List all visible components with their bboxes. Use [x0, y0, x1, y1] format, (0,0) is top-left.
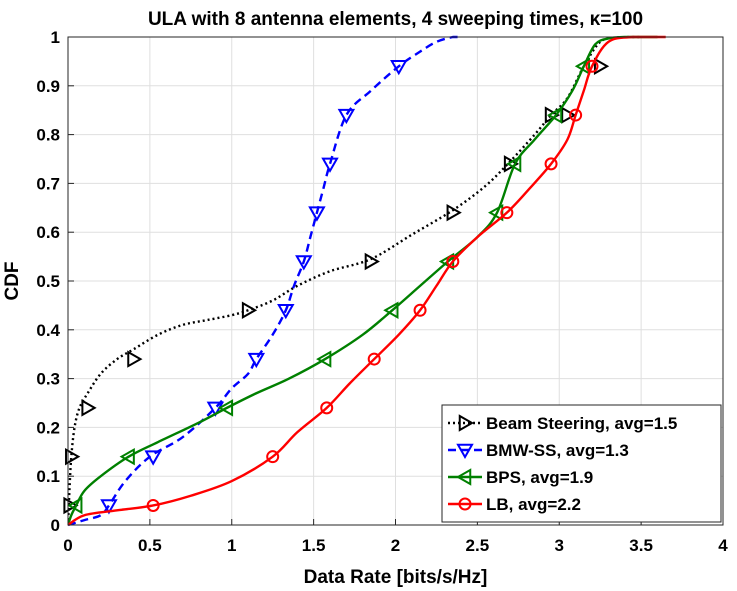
legend-box [441, 404, 722, 523]
y-tick-label: 0.5 [36, 272, 60, 291]
legend-marker [458, 414, 475, 432]
legend-marker [456, 443, 474, 460]
x-tick-label: 3.5 [629, 536, 653, 555]
series-marker [146, 498, 160, 512]
y-tick-label: 1 [51, 28, 60, 47]
series-marker [295, 255, 313, 271]
series-marker [446, 203, 462, 222]
series-marker [574, 57, 591, 76]
series-marker [277, 304, 295, 320]
legend-label: LB, avg=2.2 [486, 495, 581, 514]
series-marker [65, 447, 81, 466]
y-axis-label: CDF [2, 261, 23, 300]
x-tick-label: 2.5 [466, 536, 490, 555]
series-marker [100, 499, 118, 515]
x-axis-label: Data Rate [bits/s/Hz] [304, 567, 488, 588]
x-tick-label: 4 [718, 536, 728, 555]
grid-lines [67, 36, 724, 526]
legend-label: BPS, avg=1.9 [486, 468, 593, 487]
axis-ticks: 0 0.5 1 1.5 2 2.5 3 3.5 4 0 0.1 0.2 0.3 0.4 0.5 0.6 0.7 0… [36, 28, 728, 555]
series-marker [217, 399, 234, 417]
series-marker [413, 303, 427, 317]
series-marker [503, 155, 520, 173]
legend-label: Beam Steering, avg=1.5 [486, 414, 677, 433]
y-tick-label: 0 [51, 516, 60, 535]
series-marker [316, 350, 332, 368]
y-tick-label: 0.4 [36, 321, 60, 340]
series-marker [383, 301, 399, 320]
series-layer [63, 35, 666, 527]
y-tick-label: 0.6 [36, 223, 60, 242]
series-line [68, 35, 658, 526]
series-marker [308, 206, 326, 222]
series-marker [446, 254, 460, 268]
series-1 [68, 35, 461, 527]
series-marker [546, 106, 563, 124]
series-marker [337, 108, 356, 125]
x-tick-label: 3 [555, 536, 564, 555]
y-tick-label: 0.7 [36, 174, 60, 193]
y-tick-label: 0.3 [36, 370, 60, 389]
series-marker [63, 496, 79, 515]
series-marker [144, 450, 162, 466]
x-tick-label: 1.5 [302, 536, 326, 555]
series-marker [127, 350, 143, 368]
legend: Beam Steering, avg=1.5 BMW-SS, avg=1.3 BPS… [441, 404, 722, 523]
y-tick-label: 0.1 [36, 467, 60, 486]
series-marker [206, 401, 225, 417]
series-marker [81, 399, 97, 417]
legend-marker [455, 468, 472, 486]
series-marker [247, 352, 266, 369]
series-3 [68, 35, 666, 527]
series-marker [320, 401, 334, 415]
series-line [68, 35, 666, 527]
series-marker [367, 352, 381, 366]
x-tick-label: 2 [391, 536, 400, 555]
series-marker [119, 447, 135, 466]
legend-marker [458, 497, 472, 511]
x-tick-label: 0.5 [138, 536, 162, 555]
y-tick-label: 0.9 [36, 77, 60, 96]
series-marker [506, 155, 522, 173]
y-tick-label: 0.8 [36, 126, 60, 145]
series-marker [67, 496, 83, 515]
y-tick-label: 0.2 [36, 418, 60, 437]
x-tick-label: 0 [63, 536, 72, 555]
series-marker [569, 108, 583, 122]
series-marker [593, 57, 610, 76]
series-marker [364, 252, 380, 271]
series-marker [321, 157, 339, 173]
series-marker [544, 157, 558, 171]
series-marker [500, 206, 514, 220]
series-marker [390, 60, 408, 76]
chart-title: ULA with 8 antenna elements, 4 sweeping … [148, 9, 643, 30]
series-marker [585, 59, 599, 73]
x-tick-label: 1 [227, 536, 236, 555]
series-marker [241, 301, 258, 320]
series-line [68, 35, 642, 526]
series-marker [266, 450, 280, 464]
legend-label: BMW-SS, avg=1.3 [486, 441, 629, 460]
